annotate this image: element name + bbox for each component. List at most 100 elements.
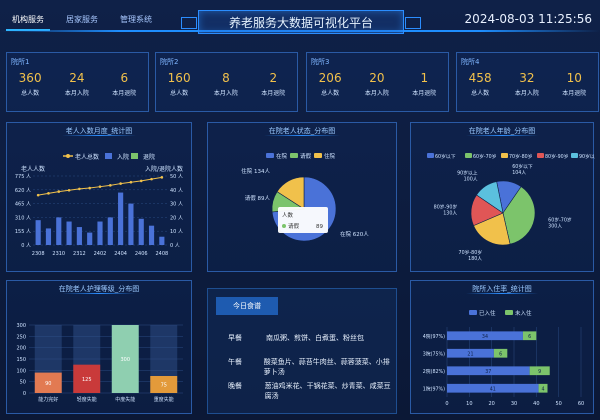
panel-age: 在院老人年龄_分布图 60岁以下 60岁-70岁 70岁-80岁 80岁-90岁 90岁… [410,122,595,272]
legend-label: 90岁以上 [579,153,595,160]
y-tick-label: 300 [16,323,26,329]
occupancy-chart: 已入住 未入住 0 10 20 30 40 50 60 4院(97%) 34 6 3院(75%) 21 6 2… [423,309,584,407]
stat-number: 458 [468,71,492,85]
bar-admission [87,232,93,245]
stat-card-2: 院所2 160 总人数 8 本月入院 2 本月退院 [155,52,298,112]
bar-value-label: 9 [538,369,541,375]
panel-title: 老人入数月度_统计图 [65,127,133,135]
legend-label: 住院 [324,152,336,160]
line-point [109,184,112,187]
bar-admission [56,217,62,245]
page-title-text: 养老服务大数据可视化平台 [228,15,373,30]
y-tick-label: 620 人 [15,188,31,194]
legend-label: 60岁-70岁 [473,153,497,160]
legend-dot [66,154,70,158]
legend-label: 80岁-90岁 [545,153,569,160]
tab-0[interactable]: 机构服务 [6,10,50,31]
line-point [88,186,91,190]
bar-value-label: 6 [499,351,502,357]
slice-value: 300人 [548,224,562,230]
y2-tick-label: 0 人 [170,243,180,249]
menu-items: 葱油鸡米花、干锅花菜、炒青菜、咸菜豆腐汤 [264,382,391,400]
bar-admission [138,218,144,245]
line-point [139,179,143,183]
y-tick-label: 150 [16,357,26,363]
line-point [47,192,50,195]
bar-value-label: 125 [82,377,92,383]
stat-number: 10 [566,71,582,85]
menu-meal: 早餐 [228,334,242,342]
bar-value-label: 6 [528,334,531,340]
bar-admission [107,217,113,245]
y-tick-label: 2院(82%) [423,368,445,375]
bar-admission [97,221,103,245]
menu-meal: 晚餐 [228,382,242,390]
line-point [119,182,122,185]
legend-swatch [469,310,477,315]
stat-label: 总人数 [471,90,490,97]
y-tick-label: 4院(97%) [423,333,445,340]
x-tick-label: 2406 [135,251,148,257]
legend-swatch [505,310,513,315]
stat-number: 6 [120,71,129,85]
legend-label: 60岁以下 [435,153,456,160]
title-underline [465,293,539,294]
stat-card-3: 院所3 206 总人数 20 本月入院 1 本月退院 [306,52,449,112]
panel-menu: 今日食谱 早餐 南瓜粥、煎饼、白煮蛋、粉丝包 午餐 酸菜鱼片、蒜苔牛肉丝、蒜蓉菠… [207,288,397,414]
slice-label: 70岁-80岁 [459,249,483,256]
legend-swatch [105,153,112,159]
legend-label: 老人总数 [75,153,99,161]
slice-label: 在院 620人 [340,230,369,238]
tooltip-value: 89 [316,224,323,230]
x-tick-label: 40 [533,401,539,407]
bar-admission [45,228,52,245]
stat-number: 32 [519,71,535,85]
legend-label: 在院 [276,152,288,160]
title-underline [62,293,136,294]
bar-segment [529,366,550,376]
stat-number: 1 [420,71,429,85]
bar-value-label: 21 [467,351,473,357]
y-tick-label: 775 人 [15,174,31,180]
x-tick-label: 50 [555,401,561,407]
stat-card-name: 院所4 [461,58,480,66]
bar-value-label: 90 [45,381,51,387]
age-pie-chart: 60岁以下60岁-70岁70岁-80岁80岁-90岁90岁以上60岁以下104人… [427,153,595,262]
line-point [67,188,71,192]
stat-number: 20 [369,71,385,85]
care-level-chart: 300 250 200 150 100 50 0 90 能力完好 125 轻度失能 300 中度失能 75… [16,323,183,403]
x-tick-label: 能力完好 [38,396,58,403]
legend-swatch [571,153,578,158]
y-tick-label: 250 [16,334,26,340]
slice-label: 请假 89人 [245,194,271,202]
slice-value: 104人 [512,170,526,176]
stat-label: 总人数 [21,90,40,97]
line-point [57,190,61,193]
y2-tick-label: 10 人 [170,229,183,235]
slice-value: 180人 [468,256,482,262]
legend-label: 入院 [117,153,129,161]
stat-label: 本月退院 [412,90,437,97]
y-tick-label: 0 [23,391,26,397]
y-tick-label: 200 [16,346,26,352]
line-point [150,177,153,181]
tab-2[interactable]: 管理系统 [120,15,152,24]
bar-admission [66,221,72,245]
slice-label: 90岁以上 [457,170,478,177]
legend-label: 退院 [143,153,155,161]
tab-1[interactable]: 居家服务 [66,15,98,24]
bar [34,372,62,393]
panel-title: 在院老人年龄_分布图 [468,127,536,135]
bar-segment [538,383,548,393]
menu-header: 今日食谱 [216,297,278,315]
y2-tick-label: 50 人 [170,174,183,180]
x-tick-label: 10 [466,401,472,407]
axis-label-right: 入院/退院人数 [145,165,183,173]
y-tick-label: 465 人 [15,202,31,208]
y-tick-label: 310 人 [15,215,31,221]
pie-slice [502,186,536,245]
legend-swatch [131,153,138,159]
stat-label: 本月入院 [364,90,389,97]
legend-swatch [537,153,544,158]
